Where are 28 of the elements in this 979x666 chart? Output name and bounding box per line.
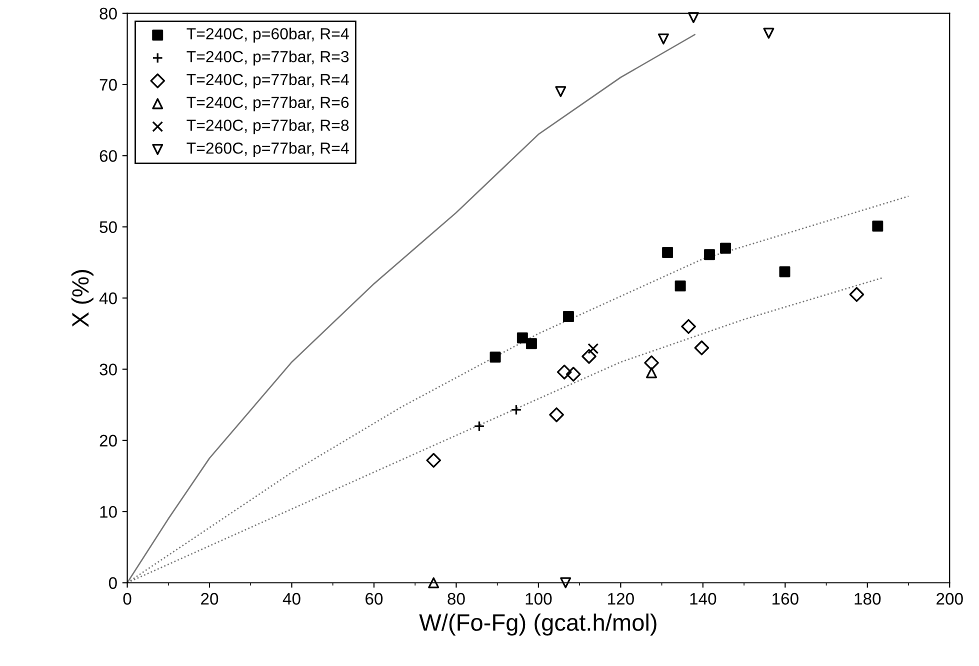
y-tick-label: 80 [100, 8, 117, 20]
y-axis-title: X (%) [71, 270, 94, 328]
x-tick-label: 200 [936, 592, 963, 605]
y-tick-label: 30 [100, 364, 117, 376]
x-tick-label: 140 [690, 592, 716, 605]
x-tick-label: 60 [366, 592, 383, 605]
legend-label: T=260C, p=77bar, R=4 [186, 142, 349, 157]
x-tick-label: 20 [201, 592, 218, 605]
legend-label: T=240C, p=77bar, R=3 [186, 50, 349, 66]
y-tick-label: 50 [100, 221, 117, 234]
legend-label: T=240C, p=77bar, R=6 [186, 96, 349, 112]
y-tick-label: 40 [99, 292, 117, 304]
x-tick-label: 120 [608, 592, 634, 605]
y-tick-label: 70 [100, 78, 117, 91]
y-tick-label: 10 [100, 506, 117, 518]
x-tick-label: 40 [282, 592, 300, 605]
x-tick-label: 100 [526, 592, 552, 605]
legend-label: T=240C, p=77bar, R=8 [186, 119, 349, 134]
x-tick-label: 180 [854, 592, 881, 605]
legend-label: T=240C, p=60bar, R=4 [186, 28, 349, 43]
y-tick-label: 60 [100, 150, 117, 162]
x-tick-label: 160 [772, 592, 798, 605]
legend-label: T=240C, p=77bar, R=4 [186, 73, 349, 88]
y-tick-label: 20 [100, 434, 117, 447]
x-axis-title: W/(Fo-Fg) (gcat.h/mol) [419, 614, 656, 636]
y-tick-label: 0 [108, 577, 117, 589]
x-tick-label: 80 [448, 592, 465, 605]
x-tick-label: 0 [123, 592, 132, 605]
